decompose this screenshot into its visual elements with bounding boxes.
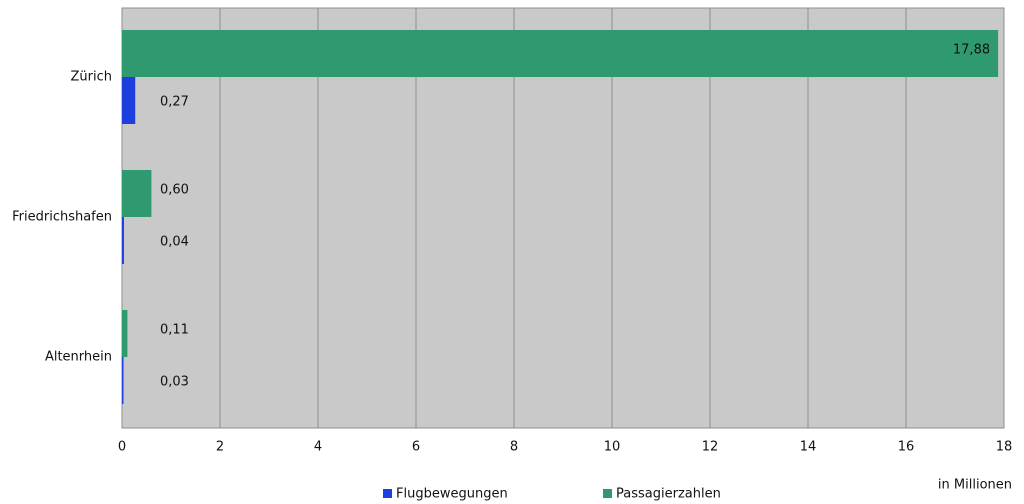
value-label: 0,03 (160, 375, 189, 390)
y-tick-label: Zürich (71, 70, 113, 85)
plot-area (121, 7, 1005, 429)
value-label: 0,27 (160, 95, 189, 110)
value-label: 17,88 (953, 43, 990, 58)
x-tick-label: 6 (412, 440, 420, 455)
bar (122, 217, 124, 264)
x-tick-label: 2 (216, 440, 224, 455)
x-axis-label: in Millionen (938, 478, 1012, 493)
legend-swatch (603, 489, 612, 498)
legend-label: Flugbewegungen (396, 487, 508, 502)
x-tick-label: 10 (604, 440, 621, 455)
x-tick-label: 4 (314, 440, 322, 455)
x-tick-label: 14 (800, 440, 817, 455)
bar (122, 170, 152, 217)
bar (122, 30, 999, 77)
legend-label: Passagierzahlen (616, 487, 721, 502)
x-tick-label: 0 (118, 440, 126, 455)
x-tick-label: 18 (996, 440, 1013, 455)
y-tick-label: Altenrhein (45, 350, 112, 365)
y-tick-label: Friedrichshafen (12, 210, 112, 225)
bar (122, 310, 128, 357)
value-label: 0,11 (160, 323, 189, 338)
value-label: 0,04 (160, 235, 189, 250)
x-tick-label: 16 (898, 440, 915, 455)
x-tick-label: 8 (510, 440, 518, 455)
legend-swatch (383, 489, 392, 498)
value-label: 0,60 (160, 183, 189, 198)
bar (122, 77, 136, 124)
x-tick-label: 12 (702, 440, 719, 455)
bar (122, 357, 124, 404)
